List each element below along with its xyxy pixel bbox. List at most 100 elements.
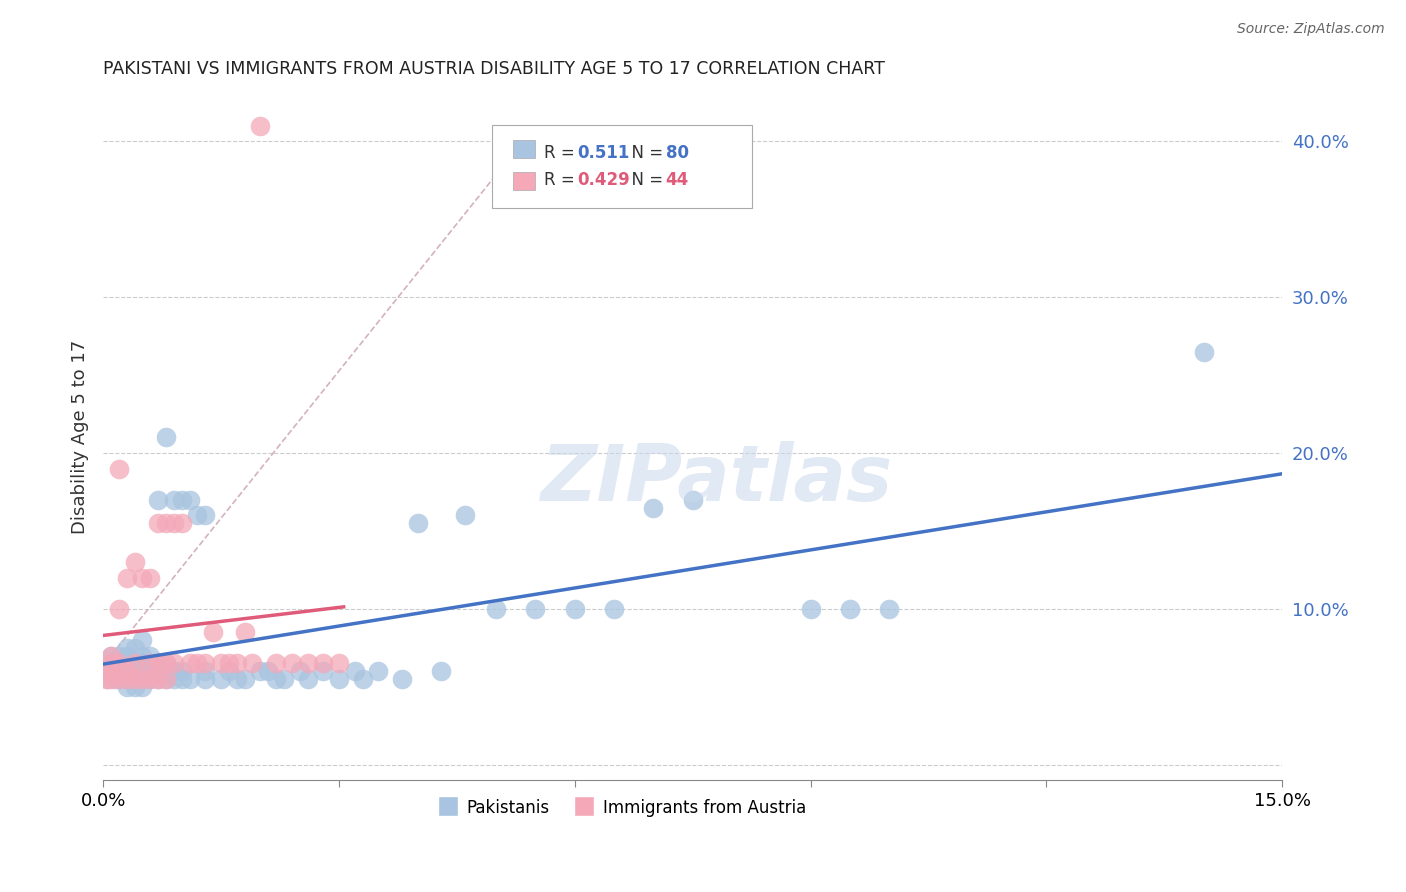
Point [170,664,193,678]
Point [367,664,389,678]
Point [108,657,131,671]
Point [194,508,217,523]
Point [179,492,201,507]
Point [115,648,138,663]
Point [139,657,162,671]
Point [131,648,153,663]
Point [100,657,122,671]
Point [249,119,271,133]
Point [281,657,304,671]
Point [170,672,193,686]
Point [155,672,177,686]
Point [218,657,240,671]
Point [104,672,127,686]
Point [146,672,169,686]
Text: PAKISTANI VS IMMIGRANTS FROM AUSTRIA DISABILITY AGE 5 TO 17 CORRELATION CHART: PAKISTANI VS IMMIGRANTS FROM AUSTRIA DIS… [103,60,884,78]
Point [485,602,508,616]
Point [124,640,146,655]
Point [115,571,138,585]
Point [454,508,477,523]
Point [131,664,153,678]
Point [186,508,208,523]
Point [146,492,169,507]
Point [328,657,350,671]
Point [225,657,247,671]
Point [155,672,177,686]
Point [643,500,665,515]
Point [406,516,429,530]
Point [108,664,131,678]
Point [139,664,162,678]
Point [100,648,122,663]
Point [139,571,162,585]
Point [124,672,146,686]
Point [115,657,138,671]
Point [155,657,177,671]
Point [100,664,122,678]
Point [124,680,146,694]
Point [194,657,217,671]
Point [179,657,201,671]
Point [170,516,193,530]
Point [108,672,131,686]
Point [108,648,131,663]
Text: 80: 80 [665,144,689,161]
Text: N =: N = [621,144,668,161]
Point [242,657,264,671]
Point [163,657,186,671]
Point [233,672,256,686]
Point [155,516,177,530]
Point [108,657,131,671]
Point [1192,344,1215,359]
Point [100,648,122,663]
Text: Source: ZipAtlas.com: Source: ZipAtlas.com [1237,22,1385,37]
Point [131,672,153,686]
Point [124,657,146,671]
Point [343,664,366,678]
Point [163,516,186,530]
Point [297,657,319,671]
Point [391,672,413,686]
Point [131,571,153,585]
Point [139,657,162,671]
Text: 0.429: 0.429 [576,171,630,189]
Text: ZIPatlas: ZIPatlas [540,441,893,516]
Legend: Pakistanis, Immigrants from Austria: Pakistanis, Immigrants from Austria [432,792,813,823]
Point [682,492,704,507]
Point [115,672,138,686]
Point [328,672,350,686]
Point [257,664,280,678]
Point [131,672,153,686]
Point [312,657,335,671]
Point [194,664,217,678]
Point [209,672,232,686]
Point [800,602,823,616]
Point [115,664,138,678]
Point [100,657,122,671]
Point [233,625,256,640]
Point [124,664,146,678]
Point [124,555,146,569]
Point [100,664,122,678]
Point [124,657,146,671]
Point [108,602,131,616]
Point [139,672,162,686]
Point [115,664,138,678]
Point [115,680,138,694]
Point [877,602,900,616]
Point [146,672,169,686]
FancyBboxPatch shape [492,125,752,208]
Point [312,664,335,678]
Point [139,648,162,663]
Point [170,492,193,507]
Point [155,657,177,671]
Point [104,664,127,678]
Point [430,664,453,678]
Point [186,657,208,671]
Point [225,672,247,686]
Point [115,640,138,655]
Point [146,664,169,678]
Point [179,672,201,686]
Point [202,625,225,640]
Point [96,672,118,686]
